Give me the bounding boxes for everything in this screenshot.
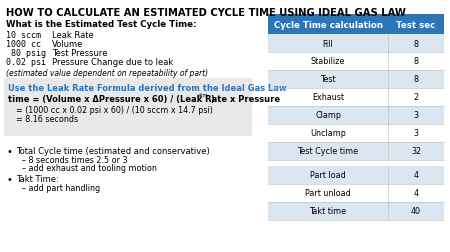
Text: Volume: Volume <box>52 40 83 49</box>
Text: 8: 8 <box>414 75 418 84</box>
Bar <box>268 35 444 53</box>
Text: Test Cycle time: Test Cycle time <box>297 147 359 156</box>
Text: Test Pressure: Test Pressure <box>52 49 108 58</box>
Text: Takt Time:: Takt Time: <box>16 174 59 183</box>
Text: 3: 3 <box>414 111 418 120</box>
Bar <box>268 202 444 220</box>
Text: •: • <box>6 174 12 184</box>
Text: = 8.16 seconds: = 8.16 seconds <box>16 115 78 123</box>
Text: Leak Rate: Leak Rate <box>52 31 94 40</box>
Text: Unclamp: Unclamp <box>310 129 346 138</box>
Text: = (1000 cc x 0.02 psi x 60) / (10 sccm x 14.7 psi): = (1000 cc x 0.02 psi x 60) / (10 sccm x… <box>16 106 213 115</box>
Text: Part unload: Part unload <box>305 189 351 198</box>
Text: ): ) <box>210 94 214 104</box>
Text: – 8 seconds times 2.5 or 3: – 8 seconds times 2.5 or 3 <box>22 155 127 164</box>
Text: 8: 8 <box>414 57 418 66</box>
Text: Test: Test <box>320 75 336 84</box>
Text: 3: 3 <box>414 129 418 138</box>
Text: 2: 2 <box>414 93 418 102</box>
Text: •: • <box>6 146 12 156</box>
Text: 8: 8 <box>414 39 418 48</box>
Text: HOW TO CALCULATE AN ESTIMATED CYCLE TIME USING IDEAL GAS LAW: HOW TO CALCULATE AN ESTIMATED CYCLE TIME… <box>6 8 406 18</box>
Text: time = (Volume x ΔPressure x 60) / (Leak Rate x Pressure: time = (Volume x ΔPressure x 60) / (Leak… <box>8 94 280 104</box>
Bar <box>268 107 444 124</box>
Bar <box>268 15 444 35</box>
Text: Cycle Time calculation: Cycle Time calculation <box>274 20 382 29</box>
Bar <box>268 124 444 142</box>
Text: Stabilize: Stabilize <box>311 57 345 66</box>
Bar <box>268 142 444 160</box>
Text: – add part handling: – add part handling <box>22 183 100 192</box>
Text: Use the Leak Rate Formula derived from the Ideal Gas Law: Use the Leak Rate Formula derived from t… <box>8 84 287 93</box>
Bar <box>268 53 444 71</box>
Bar <box>268 184 444 202</box>
Text: 32: 32 <box>411 147 421 156</box>
Text: 40: 40 <box>411 207 421 216</box>
Text: Clamp: Clamp <box>315 111 341 120</box>
Text: Total Cycle time (estimated and conservative): Total Cycle time (estimated and conserva… <box>16 146 210 155</box>
Text: Takt time: Takt time <box>310 207 346 216</box>
Text: atm: atm <box>198 93 209 98</box>
Text: – add exhaust and tooling motion: – add exhaust and tooling motion <box>22 163 157 172</box>
Text: Test sec: Test sec <box>396 20 436 29</box>
Text: 0.02 psi: 0.02 psi <box>6 58 46 67</box>
Text: 80 psig: 80 psig <box>6 49 46 58</box>
Text: 10 sccm: 10 sccm <box>6 31 41 40</box>
Bar <box>268 89 444 107</box>
Text: What is the Estimated Test Cycle Time:: What is the Estimated Test Cycle Time: <box>6 20 197 29</box>
Text: 1000 cc: 1000 cc <box>6 40 46 49</box>
Bar <box>268 166 444 184</box>
Text: Exhaust: Exhaust <box>312 93 344 102</box>
Text: 4: 4 <box>414 189 418 198</box>
Bar <box>4 79 252 137</box>
Text: (estimated value dependent on repeatability of part): (estimated value dependent on repeatabil… <box>6 69 208 78</box>
Text: Pressure Change due to leak: Pressure Change due to leak <box>52 58 173 67</box>
Text: Part load: Part load <box>310 171 346 180</box>
Text: Fill: Fill <box>323 39 333 48</box>
Text: 4: 4 <box>414 171 418 180</box>
Bar <box>268 71 444 89</box>
